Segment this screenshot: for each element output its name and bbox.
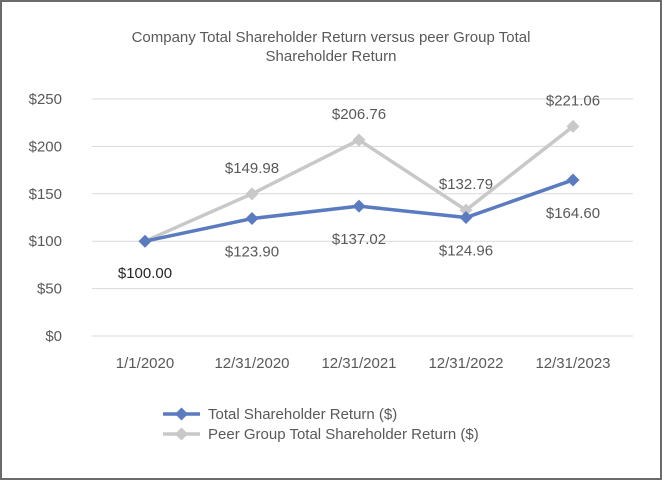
legend-label: Peer Group Total Shareholder Return ($)	[208, 426, 479, 443]
data-label: $221.06	[546, 92, 600, 109]
gridlines	[92, 98, 633, 337]
x-tick-label: 1/1/2020	[116, 355, 174, 372]
legend-label: Total Shareholder Return ($)	[208, 406, 397, 423]
y-tick-label: $250	[29, 91, 62, 108]
x-tick-label: 12/31/2021	[321, 355, 396, 372]
data-point	[459, 203, 473, 217]
y-tick-label: $0	[45, 328, 62, 345]
chart-title-line-1: Company Total Shareholder Return versus …	[132, 29, 531, 46]
x-tick-label: 12/31/2020	[214, 355, 289, 372]
x-axis-ticks: 1/1/2020 12/31/2020 12/31/2021 12/31/2022 12…	[116, 355, 611, 372]
data-point	[245, 187, 259, 201]
data-point	[566, 119, 580, 133]
legend-marker	[175, 407, 188, 421]
y-axis-ticks: $0 $50 $100 $150 $200 $250	[29, 91, 62, 345]
data-label: $100.00	[118, 265, 172, 282]
data-label: $124.96	[439, 243, 493, 260]
data-point	[245, 212, 259, 226]
legend: Total Shareholder Return ($) Peer Group T…	[163, 406, 479, 443]
legend-marker	[175, 427, 188, 441]
data-point	[138, 234, 152, 248]
data-label: $123.90	[225, 244, 279, 261]
data-label: $132.79	[439, 176, 493, 193]
data-labels: $100.00 $123.90 $137.02 $124.96 $164.60 $149.…	[118, 92, 600, 282]
data-label: $137.02	[332, 231, 386, 248]
y-tick-label: $50	[37, 281, 62, 298]
y-tick-label: $100	[29, 233, 62, 250]
data-point	[566, 173, 580, 187]
x-tick-label: 12/31/2023	[535, 355, 610, 372]
data-label: $149.98	[225, 160, 279, 177]
data-point	[352, 199, 366, 213]
data-label: $206.76	[332, 106, 386, 123]
chart-title-line-2: Shareholder Return	[266, 48, 397, 65]
y-tick-label: $200	[29, 138, 62, 155]
x-tick-label: 12/31/2022	[428, 355, 503, 372]
data-label: $164.60	[546, 205, 600, 222]
data-point	[352, 133, 366, 147]
data-point	[459, 211, 473, 225]
series-layer	[138, 119, 580, 248]
y-tick-label: $150	[29, 186, 62, 203]
